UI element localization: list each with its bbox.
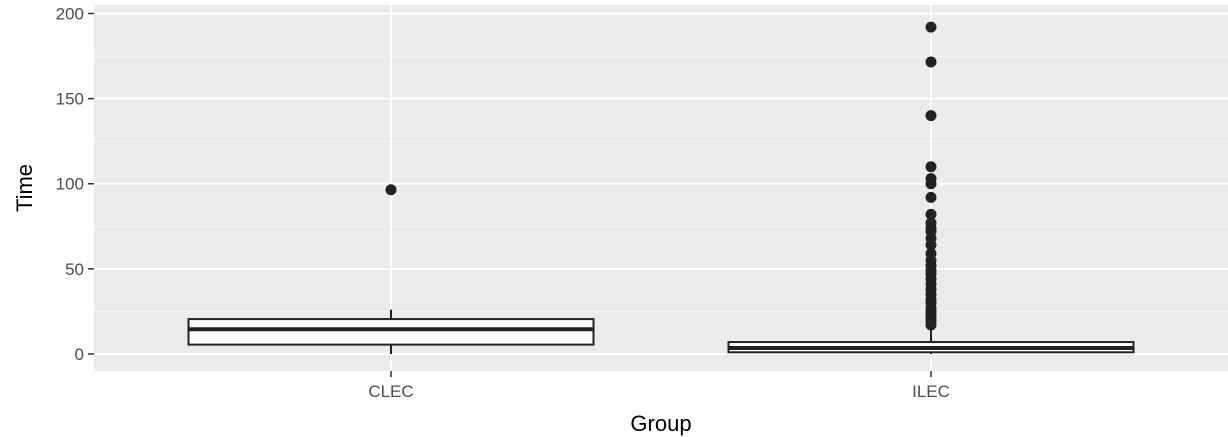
boxes (187, 21, 1135, 354)
y-axis-title: Time (12, 164, 37, 212)
box-clec (187, 184, 595, 354)
y-tick-label: 0 (75, 345, 84, 364)
y-tick-label: 50 (65, 260, 84, 279)
iqr-box (187, 318, 595, 346)
outlier-point (925, 191, 937, 203)
outlier-point (925, 208, 937, 220)
outlier-point (385, 184, 397, 196)
outlier-point (925, 239, 937, 251)
y-tick-label: 150 (56, 90, 84, 109)
y-tick-label: 100 (56, 175, 84, 194)
outlier-point (925, 161, 937, 173)
outlier-point (925, 21, 937, 33)
outlier-point (925, 110, 937, 122)
outlier-point (925, 319, 937, 331)
outlier-point (925, 56, 937, 68)
axes: 0 50 100 150 200 CLEC ILEC (56, 5, 950, 401)
outlier-point (925, 178, 937, 190)
x-tick-label: ILEC (912, 382, 950, 401)
box-ilec (727, 21, 1135, 354)
plot-panel (94, 5, 1228, 371)
x-axis-title: Group (630, 411, 691, 436)
y-tick-label: 200 (56, 5, 84, 24)
x-tick-label: CLEC (368, 382, 413, 401)
